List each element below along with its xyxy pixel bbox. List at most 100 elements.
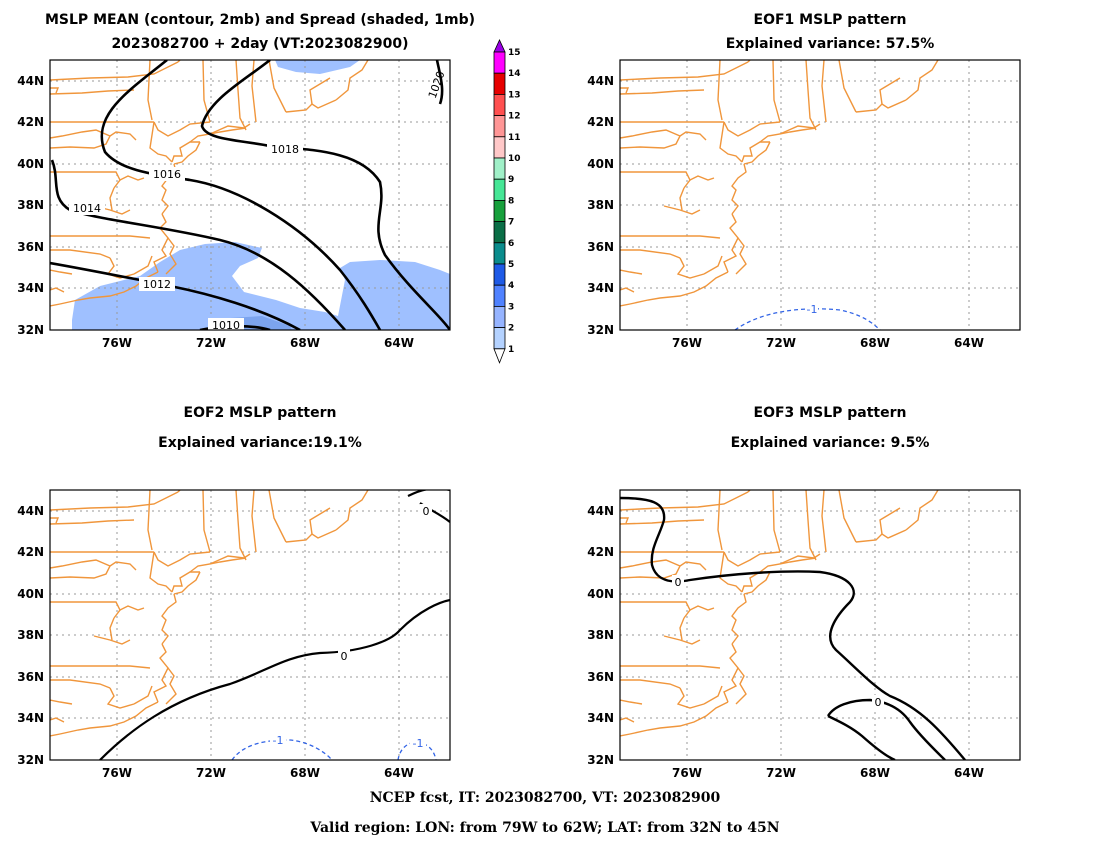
lat-tick: 34N xyxy=(587,711,614,725)
lat-tick: 38N xyxy=(587,198,614,212)
lon-tick: 64W xyxy=(384,766,414,780)
panel-d-frame xyxy=(619,489,1021,761)
panel-a-lat-ticks: 44N 42N 40N 38N 36N 34N 32N xyxy=(17,74,44,337)
lat-tick: 44N xyxy=(17,504,44,518)
colorbar-bin xyxy=(493,51,506,74)
mslp-contours xyxy=(50,60,450,330)
lat-tick: 32N xyxy=(587,753,614,767)
lat-tick: 42N xyxy=(17,545,44,559)
panel-eof2: EOF2 MSLP pattern Explained variance:19.… xyxy=(17,405,451,780)
footer-forecast-info: NCEP fcst, IT: 2023082700, VT: 202308290… xyxy=(370,790,721,806)
panel-c-subtitle: Explained variance:19.1% xyxy=(158,435,362,451)
colorbar-label: 3 xyxy=(508,302,514,312)
colorbar-bin xyxy=(493,327,506,350)
panel-eof1: EOF1 MSLP pattern Explained variance: 57… xyxy=(587,12,1021,350)
panel-c-title: EOF2 MSLP pattern xyxy=(184,405,337,421)
panel-a-lon-ticks: 76W 72W 68W 64W xyxy=(102,336,414,350)
footer-valid-region: Valid region: LON: from 79W to 62W; LAT:… xyxy=(309,820,779,836)
eof1-negative-contour xyxy=(734,308,881,330)
eof2-zero-contour xyxy=(99,598,450,760)
lon-tick: 64W xyxy=(954,336,984,350)
colorbar-bin xyxy=(493,178,506,201)
colorbar-bin xyxy=(493,263,506,286)
lon-tick: 76W xyxy=(672,336,702,350)
eof2-label-zero: 0 xyxy=(341,650,348,663)
panel-b-lat-ticks: 44N 42N 40N 38N 36N 34N 32N xyxy=(587,74,614,337)
contour-label-1014: 1014 xyxy=(73,202,101,215)
panel-eof3: EOF3 MSLP pattern Explained variance: 9.… xyxy=(587,405,1021,780)
panel-a-frame xyxy=(49,59,451,331)
lat-tick: 44N xyxy=(587,504,614,518)
lon-tick: 76W xyxy=(102,336,132,350)
contour-label-1012: 1012 xyxy=(143,278,171,291)
lat-tick: 34N xyxy=(17,711,44,725)
colorbar-label: 7 xyxy=(508,218,514,228)
lon-tick: 64W xyxy=(384,336,414,350)
lat-tick: 34N xyxy=(17,281,44,295)
colorbar-bin xyxy=(493,305,506,328)
colorbar-bin xyxy=(493,221,506,244)
contour-label-1016: 1016 xyxy=(153,168,181,181)
colorbar-label: 11 xyxy=(508,133,521,143)
lat-tick: 40N xyxy=(587,157,614,171)
eof2-label-neg1: -1 xyxy=(273,734,284,747)
lon-tick: 72W xyxy=(766,766,796,780)
lat-tick: 40N xyxy=(17,587,44,601)
contour-label-1010: 1010 xyxy=(212,319,240,332)
lat-tick: 38N xyxy=(17,198,44,212)
colorbar-bin xyxy=(493,94,506,117)
panel-b-subtitle: Explained variance: 57.5% xyxy=(726,36,935,52)
colorbar-label: 10 xyxy=(508,154,521,164)
colorbar-label: 1 xyxy=(508,345,514,355)
eof2-negative-contour-1 xyxy=(231,739,333,760)
colorbar-label: 8 xyxy=(508,196,514,206)
lat-tick: 32N xyxy=(17,323,44,337)
lat-tick: 40N xyxy=(17,157,44,171)
lon-tick: 76W xyxy=(672,766,702,780)
contour-label-1018: 1018 xyxy=(271,143,299,156)
lat-tick: 38N xyxy=(17,628,44,642)
lon-tick: 64W xyxy=(954,766,984,780)
panel-a-subtitle: 2023082700 + 2day (VT:2023082900) xyxy=(111,36,408,52)
eof3-zero-contour xyxy=(620,496,966,760)
panel-a-title: MSLP MEAN (contour, 2mb) and Spread (sha… xyxy=(45,12,475,28)
colorbar-label: 4 xyxy=(508,281,514,291)
lon-tick: 68W xyxy=(860,766,890,780)
lat-tick: 42N xyxy=(17,115,44,129)
colorbar-bin xyxy=(493,242,506,265)
colorbar-label: 6 xyxy=(508,239,514,249)
panel-c-frame xyxy=(49,489,451,761)
panel-c-lat-ticks: 44N 42N 40N 38N 36N 34N 32N xyxy=(17,504,44,767)
lat-tick: 38N xyxy=(587,628,614,642)
colorbar-bin xyxy=(493,284,506,307)
lon-tick: 72W xyxy=(196,766,226,780)
eof3-zero-contour-south xyxy=(826,698,946,760)
eof2-contour-labels: 0 0 -1 -1 xyxy=(270,504,432,750)
lat-tick: 36N xyxy=(587,240,614,254)
colorbar-bin xyxy=(493,157,506,180)
lat-tick: 44N xyxy=(587,74,614,88)
eof2-label-neg2: -1 xyxy=(413,737,424,750)
lon-tick: 68W xyxy=(860,336,890,350)
lon-tick: 68W xyxy=(290,766,320,780)
colorbar-bin xyxy=(493,199,506,222)
lat-tick: 40N xyxy=(587,587,614,601)
lat-tick: 32N xyxy=(17,753,44,767)
panel-mean-spread: MSLP MEAN (contour, 2mb) and Spread (sha… xyxy=(17,12,475,350)
panel-b-frame xyxy=(619,59,1021,331)
lat-tick: 34N xyxy=(587,281,614,295)
colorbar-bin xyxy=(493,115,506,138)
colorbar-label: 13 xyxy=(508,90,521,100)
lon-tick: 72W xyxy=(766,336,796,350)
lon-tick: 72W xyxy=(196,336,226,350)
colorbar-bin xyxy=(493,72,506,95)
colorbar-lower-arrow xyxy=(493,348,506,364)
lat-tick: 32N xyxy=(587,323,614,337)
eof3-label-zero-south: 0 xyxy=(875,696,882,709)
lat-tick: 42N xyxy=(587,545,614,559)
colorbar-label: 14 xyxy=(508,69,521,79)
colorbar-label: 12 xyxy=(508,112,521,122)
panel-c-lon-ticks: 76W 72W 68W 64W xyxy=(102,766,414,780)
